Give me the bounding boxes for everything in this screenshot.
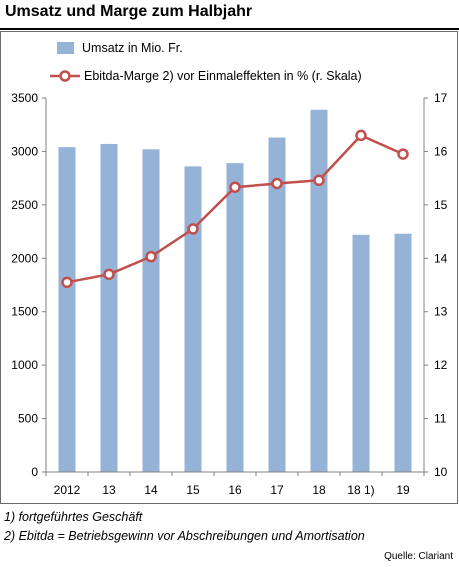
margin-point <box>187 223 199 235</box>
bar <box>226 163 244 472</box>
right-tick-label: 12 <box>434 358 448 372</box>
right-tick-label: 15 <box>434 198 448 212</box>
x-tick-label: 2012 <box>54 483 81 497</box>
bar <box>394 233 412 472</box>
margin-point <box>397 148 409 160</box>
chart-title: Umsatz und Marge zum Halbjahr <box>5 3 253 20</box>
bar <box>310 109 328 473</box>
title-rule <box>0 28 459 30</box>
bar <box>142 149 160 472</box>
x-tick-label: 15 <box>186 483 200 497</box>
x-tick-label: 13 <box>102 483 116 497</box>
margin-point <box>103 268 115 281</box>
x-tick-label: 18 <box>312 483 326 497</box>
right-tick-label: 14 <box>434 251 448 265</box>
bar <box>268 137 286 472</box>
legend: Umsatz in Mio. Fr. Ebitda-Marge 2) vor Ei… <box>50 41 362 83</box>
left-tick-label: 1500 <box>11 305 38 319</box>
footnote-2: 2) Ebitda = Betriebsgewinn vor Abschreib… <box>4 529 365 543</box>
chart-frame <box>0 31 458 504</box>
legend-line-marker <box>59 70 71 82</box>
right-tick-label: 10 <box>434 465 448 479</box>
margin-point <box>313 174 325 187</box>
source-credit: Quelle: Clariant <box>384 551 453 562</box>
margin-point <box>355 129 367 142</box>
right-tick-label: 13 <box>434 305 448 319</box>
bar <box>58 147 76 472</box>
left-tick-label: 500 <box>18 412 38 426</box>
x-tick-label: 17 <box>270 483 284 497</box>
left-tick-label: 3000 <box>11 144 38 158</box>
left-tick-label: 0 <box>31 465 38 479</box>
legend-bar-swatch <box>57 42 74 54</box>
margin-point <box>61 276 73 289</box>
left-tick-label: 2000 <box>11 251 38 265</box>
bar <box>184 166 202 473</box>
margin-point <box>229 181 241 193</box>
footnote-1: 1) fortgeführtes Geschäft <box>4 510 143 524</box>
left-tick-label: 1000 <box>11 358 38 372</box>
legend-line-label: Ebitda-Marge 2) vor Einmaleffekten in % … <box>84 69 362 83</box>
x-tick-label: 14 <box>144 483 158 497</box>
x-tick-label: 18 1) <box>347 483 374 497</box>
margin-point <box>145 250 157 263</box>
right-tick-label: 11 <box>434 412 447 426</box>
left-tick-label: 3500 <box>11 91 38 105</box>
margin-point <box>271 177 283 190</box>
bar <box>352 234 370 472</box>
bars <box>58 109 412 473</box>
right-tick-label: 16 <box>434 144 448 158</box>
left-tick-label: 2500 <box>11 198 38 212</box>
x-tick-label: 16 <box>228 483 242 497</box>
margin-line <box>61 129 409 289</box>
x-tick-label: 19 <box>396 483 410 497</box>
right-tick-label: 17 <box>434 91 448 105</box>
bar <box>100 143 118 472</box>
axes: 0 500 1000 1500 2000 2500 3000 3500 10 11 12 13 14 15… <box>11 91 447 497</box>
legend-bar-label: Umsatz in Mio. Fr. <box>82 41 183 55</box>
